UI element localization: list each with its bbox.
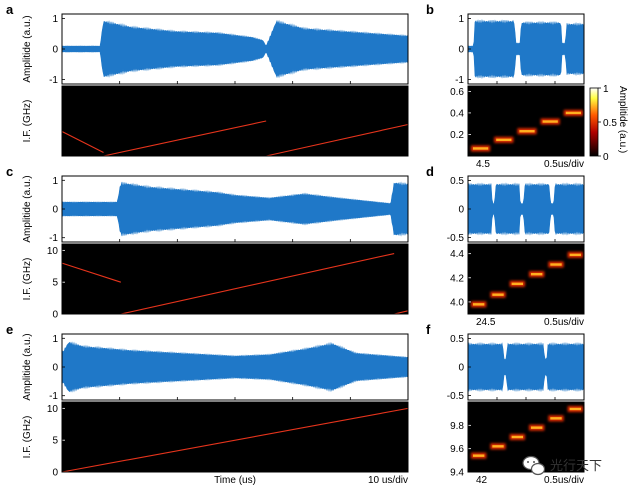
y-tick-label: -1 bbox=[49, 391, 58, 402]
y-axis-label: Amplitide (a.u.) bbox=[22, 333, 33, 400]
frequency-trace bbox=[120, 253, 395, 315]
frequency-trace bbox=[61, 407, 409, 473]
frequency-step-core bbox=[542, 120, 558, 123]
frequency-step-core bbox=[492, 445, 504, 448]
y-axis-label: I.F. (GHz) bbox=[22, 100, 33, 143]
panel-letter-f: f bbox=[426, 322, 431, 337]
colorbar-tick-label: 1 bbox=[603, 84, 609, 95]
frequency-step-core bbox=[550, 263, 562, 266]
y-tick-label: 1 bbox=[458, 14, 464, 25]
colorbar-tick-label: 0 bbox=[603, 152, 609, 163]
y-tick-label: 0 bbox=[52, 45, 58, 56]
waveform-series bbox=[61, 341, 409, 393]
colorbar: 1 0.5 0 Amplitide (a.u.) bbox=[589, 84, 628, 163]
frequency-trace bbox=[266, 123, 409, 157]
spectrogram-background bbox=[62, 402, 408, 472]
y-tick-label: 0 bbox=[52, 205, 58, 216]
frequency-step-core bbox=[519, 130, 535, 133]
time-scale-label: 0.5us/div bbox=[544, 475, 584, 486]
y-axis-label: I.F. (GHz) bbox=[22, 416, 33, 459]
waveform-series bbox=[467, 182, 585, 236]
y-tick-label: 5 bbox=[52, 278, 58, 289]
y-tick-label: 0 bbox=[458, 205, 464, 216]
y-tick-label: 0 bbox=[458, 363, 464, 374]
time-scale-label: 10 us/div bbox=[368, 475, 408, 486]
y-tick-label: -0.5 bbox=[447, 233, 465, 244]
y-tick-label: 0.5 bbox=[450, 176, 464, 187]
y-tick-label: -1 bbox=[49, 75, 58, 86]
y-axis-label: I.F. (GHz) bbox=[22, 258, 33, 301]
x-start-label: 4.5 bbox=[476, 159, 490, 170]
y-tick-label: 9.6 bbox=[450, 444, 464, 455]
frequency-step-core bbox=[473, 454, 485, 457]
y-tick-label: 4.0 bbox=[450, 297, 464, 308]
panel-letter-b: b bbox=[426, 2, 434, 17]
y-tick-label: 1 bbox=[52, 334, 58, 345]
y-tick-label: 4.2 bbox=[450, 273, 464, 284]
panel-letter-c: c bbox=[6, 164, 13, 179]
waveform-series bbox=[467, 341, 585, 393]
y-tick-label: 0 bbox=[458, 45, 464, 56]
colorbar-label: Amplitide (a.u.) bbox=[617, 86, 628, 153]
panel-letter-a: a bbox=[6, 2, 14, 17]
frequency-step-core bbox=[492, 293, 504, 296]
x-start-label: 42 bbox=[476, 475, 488, 486]
y-tick-label: 4.4 bbox=[450, 249, 464, 260]
y-tick-label: 10 bbox=[47, 246, 59, 257]
panel-letter-d: d bbox=[426, 164, 434, 179]
spectrogram-background bbox=[62, 244, 408, 314]
frequency-trace bbox=[61, 262, 121, 283]
frequency-step-core bbox=[565, 111, 581, 115]
y-tick-label: 0.4 bbox=[450, 108, 464, 119]
y-tick-label: 0 bbox=[52, 468, 58, 479]
waveform-series bbox=[61, 181, 409, 237]
y-tick-label: -1 bbox=[455, 75, 464, 86]
y-tick-label: 9.4 bbox=[450, 468, 464, 479]
y-tick-label: 5 bbox=[52, 436, 58, 447]
colorbar-tick-label: 0.5 bbox=[603, 118, 617, 129]
y-axis-label: Amplitide (a.u.) bbox=[22, 15, 33, 82]
frequency-step-core bbox=[511, 435, 523, 439]
colorbar-gradient bbox=[589, 87, 599, 157]
frequency-step-core bbox=[531, 272, 543, 276]
frequency-step-core bbox=[569, 253, 581, 257]
frequency-step-core bbox=[473, 147, 489, 150]
time-scale-label: 0.5us/div bbox=[544, 159, 584, 170]
frequency-step-core bbox=[473, 303, 485, 306]
spectrogram-background bbox=[62, 86, 408, 156]
frequency-trace bbox=[103, 120, 267, 157]
spectrogram-background bbox=[468, 86, 584, 156]
frequency-step-core bbox=[550, 417, 562, 420]
frequency-trace bbox=[394, 310, 409, 315]
watermark: 光行天下 bbox=[522, 455, 602, 476]
wechat-icon bbox=[522, 455, 546, 476]
x-axis-label: Time (us) bbox=[214, 475, 256, 486]
y-tick-label: 0 bbox=[52, 363, 58, 374]
waveform-series bbox=[61, 19, 409, 79]
y-tick-label: -0.5 bbox=[447, 391, 465, 402]
y-tick-label: 10 bbox=[47, 404, 59, 415]
y-axis-label: Amplitide (a.u.) bbox=[22, 175, 33, 242]
panel-letter-e: e bbox=[6, 322, 13, 337]
y-tick-label: 0 bbox=[52, 310, 58, 321]
time-scale-label: 0.5us/div bbox=[544, 317, 584, 328]
spectrogram-background bbox=[468, 244, 584, 314]
y-tick-label: 1 bbox=[52, 176, 58, 187]
frequency-step-core bbox=[531, 426, 543, 429]
waveform-series bbox=[467, 19, 585, 79]
y-tick-label: 0.6 bbox=[450, 87, 464, 98]
y-tick-label: -1 bbox=[49, 233, 58, 244]
y-tick-label: 0.5 bbox=[450, 334, 464, 345]
x-start-label: 24.5 bbox=[476, 317, 496, 328]
frequency-step-core bbox=[496, 138, 512, 142]
y-tick-label: 1 bbox=[52, 14, 58, 25]
frequency-trace bbox=[61, 131, 104, 153]
y-tick-label: 9.8 bbox=[450, 421, 464, 432]
frequency-step-core bbox=[511, 282, 523, 286]
frequency-step-core bbox=[569, 407, 581, 411]
watermark-text: 光行天下 bbox=[550, 459, 602, 474]
y-tick-label: 0.2 bbox=[450, 130, 464, 141]
